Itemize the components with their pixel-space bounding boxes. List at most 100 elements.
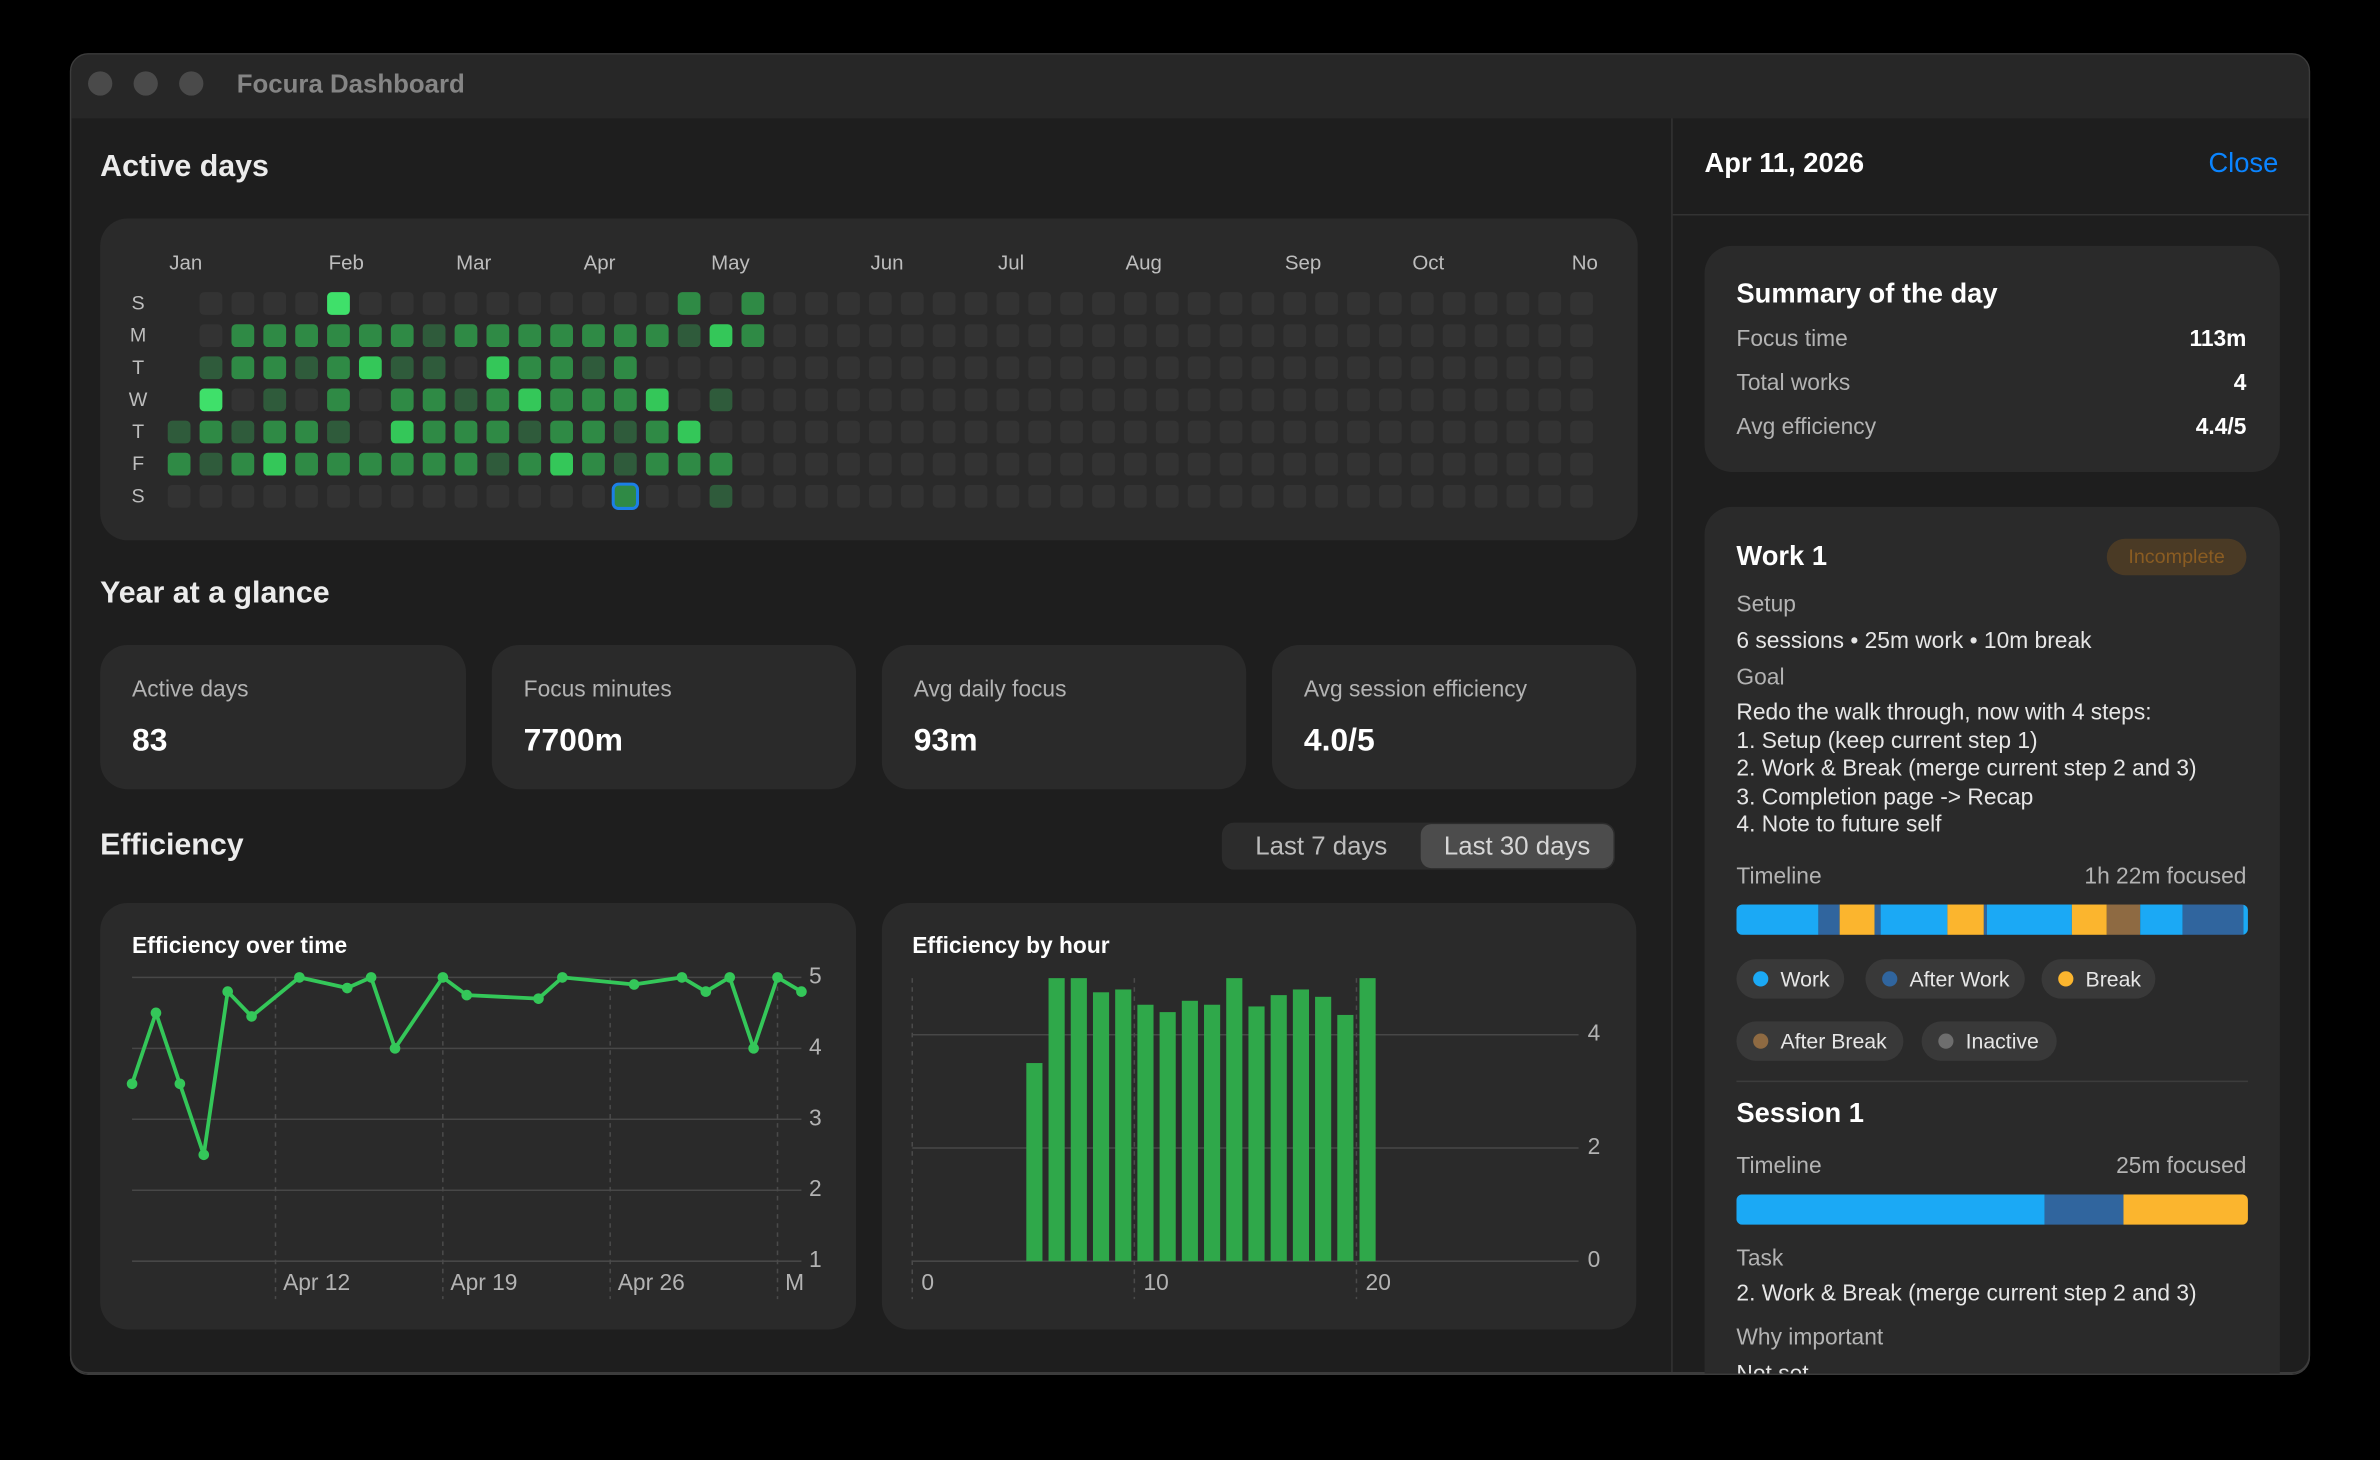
day-cell [645, 484, 669, 508]
day-cell [1219, 452, 1243, 476]
day-cell [358, 388, 382, 412]
day-cell [837, 388, 860, 412]
day-cell [1570, 324, 1593, 348]
day-cell [1474, 420, 1498, 444]
day-cell [390, 292, 414, 315]
day-cell [582, 484, 605, 508]
x-tick-label: M [785, 1269, 804, 1295]
work-title: Work 1 [1736, 540, 1828, 571]
timeline-segment [2106, 904, 2141, 935]
close-button[interactable]: Close [2208, 147, 2279, 178]
y-tick-label: 0 [1588, 1246, 1601, 1272]
day-cell [900, 356, 924, 380]
day-cell [1123, 292, 1147, 315]
field-label: Goal [1736, 664, 1785, 691]
day-cell [263, 324, 287, 348]
day-cell [964, 420, 988, 444]
day-cell [1410, 484, 1434, 508]
weekday-label: M [130, 325, 146, 347]
day-cell [1442, 324, 1466, 348]
day-cell [1187, 484, 1211, 508]
day-cell [1060, 452, 1083, 476]
day-cell [486, 484, 510, 508]
day-cell [1219, 484, 1243, 508]
window-title: Focura Dashboard [236, 69, 465, 99]
point [533, 993, 544, 1004]
day-cell [1378, 388, 1402, 412]
day-cell [231, 420, 255, 444]
day-cell [709, 356, 733, 380]
day-cell [454, 356, 478, 380]
day-cell [613, 420, 637, 444]
zoom-window-button[interactable] [179, 71, 204, 96]
day-cell [582, 452, 605, 476]
day-cell [645, 292, 669, 315]
day-cell [199, 356, 223, 380]
x-tick-label: Apr 12 [283, 1269, 350, 1295]
section-title: Efficiency [100, 828, 244, 863]
day-cell [1123, 388, 1147, 412]
day-cell [358, 420, 382, 444]
minimize-window-button[interactable] [133, 71, 158, 96]
day-cell [263, 420, 287, 444]
legend-dot [1938, 1033, 1954, 1049]
day-cell [1028, 356, 1052, 380]
day-cell [1506, 484, 1530, 508]
day-cell [1315, 420, 1338, 444]
day-cell [741, 388, 765, 412]
day-cell [550, 356, 573, 380]
day-cell [390, 420, 414, 444]
day-cell [1251, 356, 1275, 380]
day-cell [1347, 452, 1370, 476]
day-cell [709, 452, 733, 476]
point [437, 972, 449, 983]
day-cell [1187, 388, 1211, 412]
day-cell [1347, 484, 1370, 508]
window-bottom-mask [0, 1373, 2380, 1460]
point [772, 972, 783, 983]
day-cell [231, 292, 255, 315]
day-cell [1538, 420, 1562, 444]
close-window-button[interactable] [88, 71, 113, 96]
day-cell [996, 292, 1020, 315]
timeline-segment [2182, 904, 2244, 935]
day-cell [1028, 388, 1052, 412]
day-cell [518, 356, 542, 380]
point [365, 972, 377, 983]
summary-label: Avg efficiency [1736, 414, 1877, 441]
legend-dot [1882, 971, 1898, 987]
day-cell [358, 356, 382, 380]
day-cell [199, 420, 223, 444]
day-cell [1123, 484, 1147, 508]
legend-dot [1753, 971, 1769, 987]
day-cell [390, 388, 414, 412]
day-cell [900, 388, 924, 412]
bar [1181, 1000, 1198, 1262]
day-cell [422, 484, 446, 508]
day-cell [231, 388, 255, 412]
range-option[interactable]: Last 7 days [1255, 831, 1388, 861]
day-cell [358, 484, 382, 508]
day-cell [518, 388, 542, 412]
day-cell [1442, 356, 1466, 380]
day-cell [677, 452, 701, 476]
day-cell [900, 292, 924, 315]
day-cell [199, 452, 223, 476]
day-cell [1187, 420, 1211, 444]
day-cell [327, 388, 350, 412]
point [126, 1078, 138, 1090]
point [389, 1043, 401, 1054]
range-option-selected[interactable]: Last 30 days [1420, 824, 1614, 869]
day-cell [868, 324, 892, 348]
session-timeline [1736, 1194, 2248, 1225]
x-tick-label: 10 [1143, 1269, 1168, 1295]
day-cell [1378, 452, 1402, 476]
legend-item: After Break [1736, 1021, 1904, 1061]
stat-label: Active days [132, 676, 249, 703]
day-cell [964, 292, 988, 315]
y-tick-label: 1 [809, 1246, 822, 1272]
y-tick-label: 3 [809, 1104, 822, 1130]
month-label: Mar [456, 251, 491, 274]
day-cell [677, 292, 701, 315]
field-label: Setup [1736, 591, 1796, 618]
